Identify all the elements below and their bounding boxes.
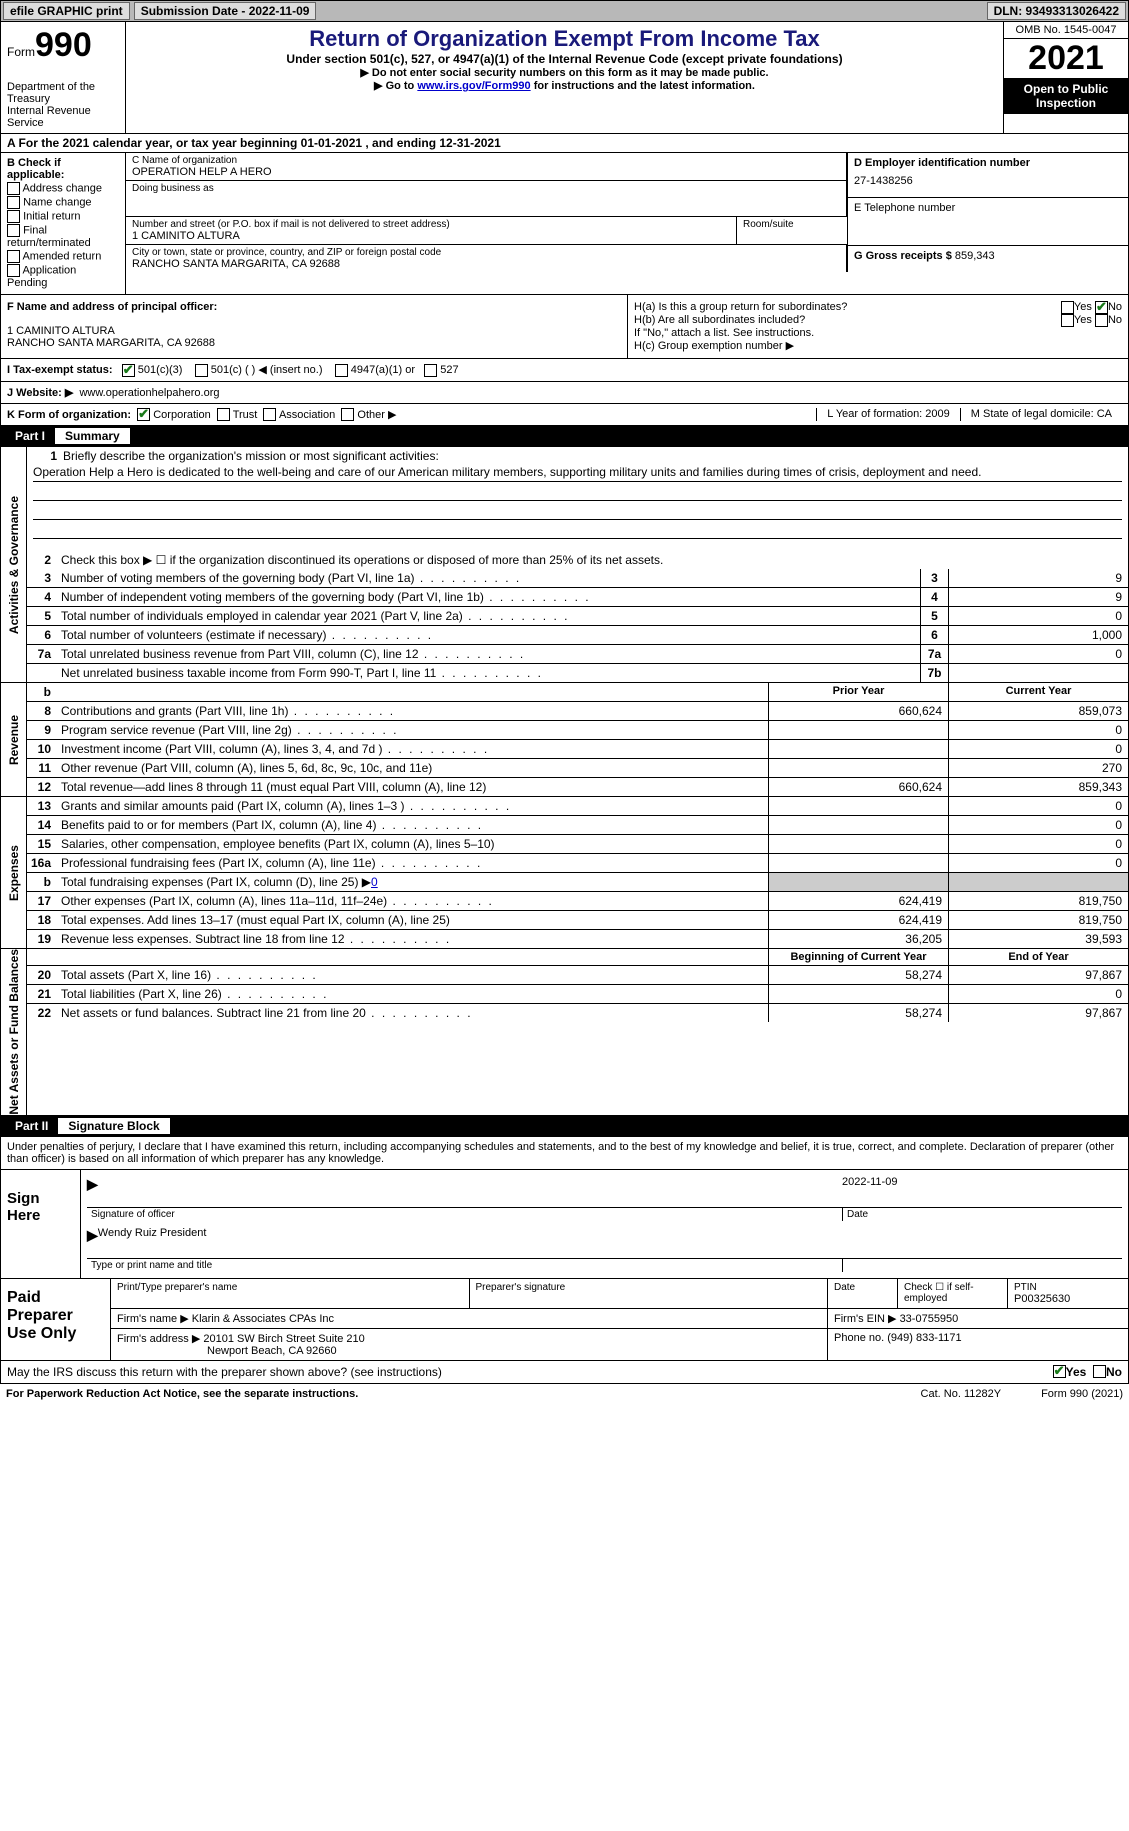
checkbox-501c3[interactable] (122, 364, 135, 377)
checkbox-assoc[interactable] (263, 408, 276, 421)
checkbox-501c[interactable] (195, 364, 208, 377)
checkbox-address-change[interactable] (7, 182, 20, 195)
firm-name: Klarin & Associates CPAs Inc (192, 1313, 334, 1325)
summary-revenue: Revenue bPrior YearCurrent Year 8Contrib… (0, 683, 1129, 797)
officer-name: Wendy Ruiz President (98, 1227, 207, 1244)
checkbox-name-change[interactable] (7, 196, 20, 209)
ssn-note: ▶ Do not enter social security numbers o… (134, 66, 995, 79)
arrow-icon: ▶ (87, 1227, 98, 1244)
goto-note: ▶ Go to www.irs.gov/Form990 for instruct… (134, 79, 995, 92)
checkbox-initial-return[interactable] (7, 210, 20, 223)
tax-period: A For the 2021 calendar year, or tax yea… (0, 134, 1129, 153)
checkbox-ha-yes[interactable] (1061, 301, 1074, 314)
checkbox-4947[interactable] (335, 364, 348, 377)
tab-revenue: Revenue (7, 715, 21, 765)
checkbox-hb-no[interactable] (1095, 314, 1108, 327)
org-street: 1 CAMINITO ALTURA (132, 230, 730, 242)
tab-netassets: Net Assets or Fund Balances (7, 949, 21, 1115)
checkbox-corp[interactable] (137, 408, 150, 421)
k-org-row: K Form of organization: Corporation Trus… (0, 404, 1129, 427)
block-b-checkboxes: B Check if applicable: Address change Na… (1, 153, 126, 294)
form-header: Form990 Department of the Treasury Inter… (0, 22, 1129, 134)
form-subtitle: Under section 501(c), 527, or 4947(a)(1)… (134, 52, 995, 66)
year-formation: L Year of formation: 2009 (816, 408, 960, 422)
irs-link[interactable]: www.irs.gov/Form990 (417, 80, 530, 92)
checkbox-527[interactable] (424, 364, 437, 377)
ein: 27-1438256 (854, 169, 1122, 193)
mission-text: Operation Help a Hero is dedicated to th… (33, 463, 1122, 482)
form-title: Return of Organization Exempt From Incom… (134, 26, 995, 52)
open-to-public: Open to Public Inspection (1004, 78, 1128, 114)
tax-exempt-status-row: I Tax-exempt status: 501(c)(3) 501(c) ( … (0, 359, 1129, 382)
checkbox-trust[interactable] (217, 408, 230, 421)
website-value: www.operationhelpahero.org (79, 387, 219, 399)
footer: For Paperwork Reduction Act Notice, see … (0, 1384, 1129, 1404)
block-c: C Name of organization OPERATION HELP A … (126, 153, 1128, 294)
sign-here-block: Sign Here ▶2022-11-09 Signature of offic… (0, 1170, 1129, 1279)
ptin: P00325630 (1014, 1293, 1122, 1305)
paid-preparer-block: Paid Preparer Use Only Print/Type prepar… (0, 1279, 1129, 1361)
tab-governance: Activities & Governance (7, 496, 21, 634)
signature-declaration: Under penalties of perjury, I declare th… (0, 1137, 1129, 1170)
entity-block: B Check if applicable: Address change Na… (0, 153, 1129, 295)
org-name: OPERATION HELP A HERO (132, 166, 840, 178)
topbar: efile GRAPHIC print Submission Date - 20… (0, 0, 1129, 22)
fundraising-link[interactable]: 0 (371, 875, 378, 889)
org-city: RANCHO SANTA MARGARITA, CA 92688 (132, 258, 840, 270)
tab-expenses: Expenses (7, 845, 21, 901)
summary-governance: Activities & Governance 1Briefly describ… (0, 447, 1129, 683)
firm-phone: (949) 833-1171 (887, 1332, 961, 1344)
submission-date-button[interactable]: Submission Date - 2022-11-09 (134, 2, 317, 20)
checkbox-ha-no[interactable] (1095, 301, 1108, 314)
checkbox-amended[interactable] (7, 250, 20, 263)
state-domicile: M State of legal domicile: CA (960, 408, 1122, 422)
block-d: D Employer identification number 27-1438… (848, 153, 1128, 272)
officer-group-row: F Name and address of principal officer:… (0, 295, 1129, 359)
efile-print-button[interactable]: efile GRAPHIC print (3, 2, 130, 20)
omb-number: OMB No. 1545-0047 (1004, 22, 1128, 39)
checkbox-discuss-yes[interactable] (1053, 1365, 1066, 1378)
discuss-row: May the IRS discuss this return with the… (0, 1361, 1129, 1384)
checkbox-discuss-no[interactable] (1093, 1365, 1106, 1378)
gross-receipts: 859,343 (955, 250, 995, 262)
checkbox-final-return[interactable] (7, 224, 20, 237)
summary-expenses: Expenses 13Grants and similar amounts pa… (0, 797, 1129, 949)
tax-year: 2021 (1004, 39, 1128, 78)
part-1-header: Part I Summary (0, 426, 1129, 447)
summary-netassets: Net Assets or Fund Balances Beginning of… (0, 949, 1129, 1116)
part-2-header: Part II Signature Block (0, 1116, 1129, 1137)
dept-treasury: Department of the Treasury Internal Reve… (7, 81, 119, 129)
form-number: Form990 (7, 26, 119, 65)
website-row: J Website: ▶ www.operationhelpahero.org (0, 382, 1129, 404)
arrow-icon: ▶ (87, 1176, 98, 1193)
checkbox-app-pending[interactable] (7, 264, 20, 277)
checkbox-other[interactable] (341, 408, 354, 421)
checkbox-hb-yes[interactable] (1061, 314, 1074, 327)
firm-ein: 33-0755950 (900, 1313, 959, 1325)
dln-button[interactable]: DLN: 93493313026422 (987, 2, 1126, 20)
